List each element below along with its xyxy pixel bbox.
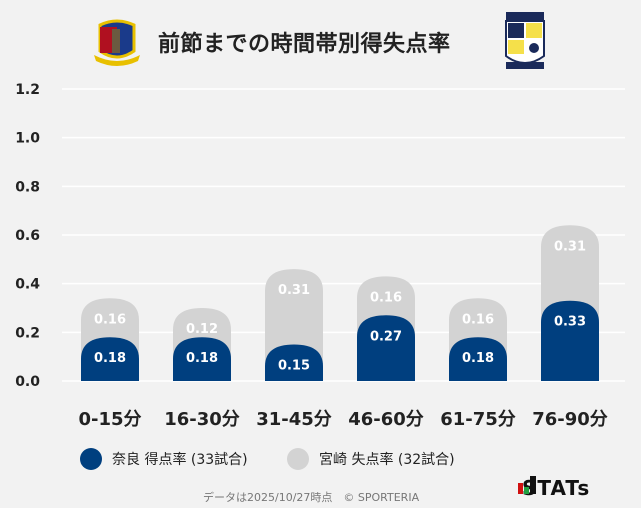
y-tick-label: 0.2 — [15, 325, 40, 341]
chart: 0.0 0.2 0.4 0.6 0.8 1.0 1.2 0.16 0.18 0-15分 0.12 0.… — [15, 82, 625, 430]
y-tick-label: 0.0 — [15, 374, 40, 390]
x-tick-label: 16-30分 — [164, 409, 240, 430]
data-label-miyazaki: 0.16 — [370, 290, 402, 305]
data-label-miyazaki: 0.16 — [94, 312, 126, 327]
bar-nara — [541, 300, 599, 381]
stats-logo: STATs — [518, 476, 590, 500]
bar-nara — [449, 337, 507, 381]
bar-nara — [265, 344, 323, 381]
y-tick-label: 0.4 — [15, 277, 40, 293]
data-label-miyazaki: 0.31 — [554, 239, 586, 254]
miyazaki-logo — [504, 12, 546, 72]
x-tick-label: 31-45分 — [256, 409, 332, 430]
bar-nara — [357, 315, 415, 381]
y-tick-label: 1.2 — [15, 82, 40, 98]
footer-note: データは2025/10/27時点 © SPORTERIA — [203, 491, 420, 504]
data-label-nara: 0.18 — [462, 351, 494, 366]
bar-nara — [173, 337, 231, 381]
x-tick-label: 61-75分 — [440, 409, 516, 430]
data-label-miyazaki: 0.31 — [278, 283, 310, 298]
data-label-miyazaki: 0.12 — [186, 322, 218, 337]
y-tick-label: 0.6 — [15, 228, 40, 244]
data-label-nara: 0.18 — [94, 351, 126, 366]
data-label-nara: 0.27 — [370, 329, 402, 344]
chart-title: 前節までの時間帯別得失点率 — [158, 32, 451, 57]
y-tick-label: 0.8 — [15, 179, 40, 195]
x-tick-label: 46-60分 — [348, 409, 424, 430]
stats-bars-icon — [518, 476, 536, 494]
data-label-nara: 0.33 — [554, 315, 586, 330]
x-tick-label: 76-90分 — [532, 409, 608, 430]
legend-label-nara: 奈良 得点率 (33試合) — [112, 452, 248, 468]
data-label-miyazaki: 0.16 — [462, 312, 494, 327]
nara-club-logo — [94, 17, 140, 66]
legend-item-miyazaki: 宮崎 失点率 (32試合) — [287, 448, 455, 470]
x-tick-label: 0-15分 — [78, 409, 141, 430]
legend-label-miyazaki: 宮崎 失点率 (32試合) — [319, 452, 455, 468]
data-label-nara: 0.15 — [278, 359, 310, 374]
bar-nara — [81, 337, 139, 381]
y-tick-label: 1.0 — [15, 131, 40, 147]
legend-swatch-miyazaki — [287, 448, 309, 470]
legend-swatch-nara — [80, 448, 102, 470]
legend-item-nara: 奈良 得点率 (33試合) — [80, 448, 248, 470]
data-label-nara: 0.18 — [186, 351, 218, 366]
